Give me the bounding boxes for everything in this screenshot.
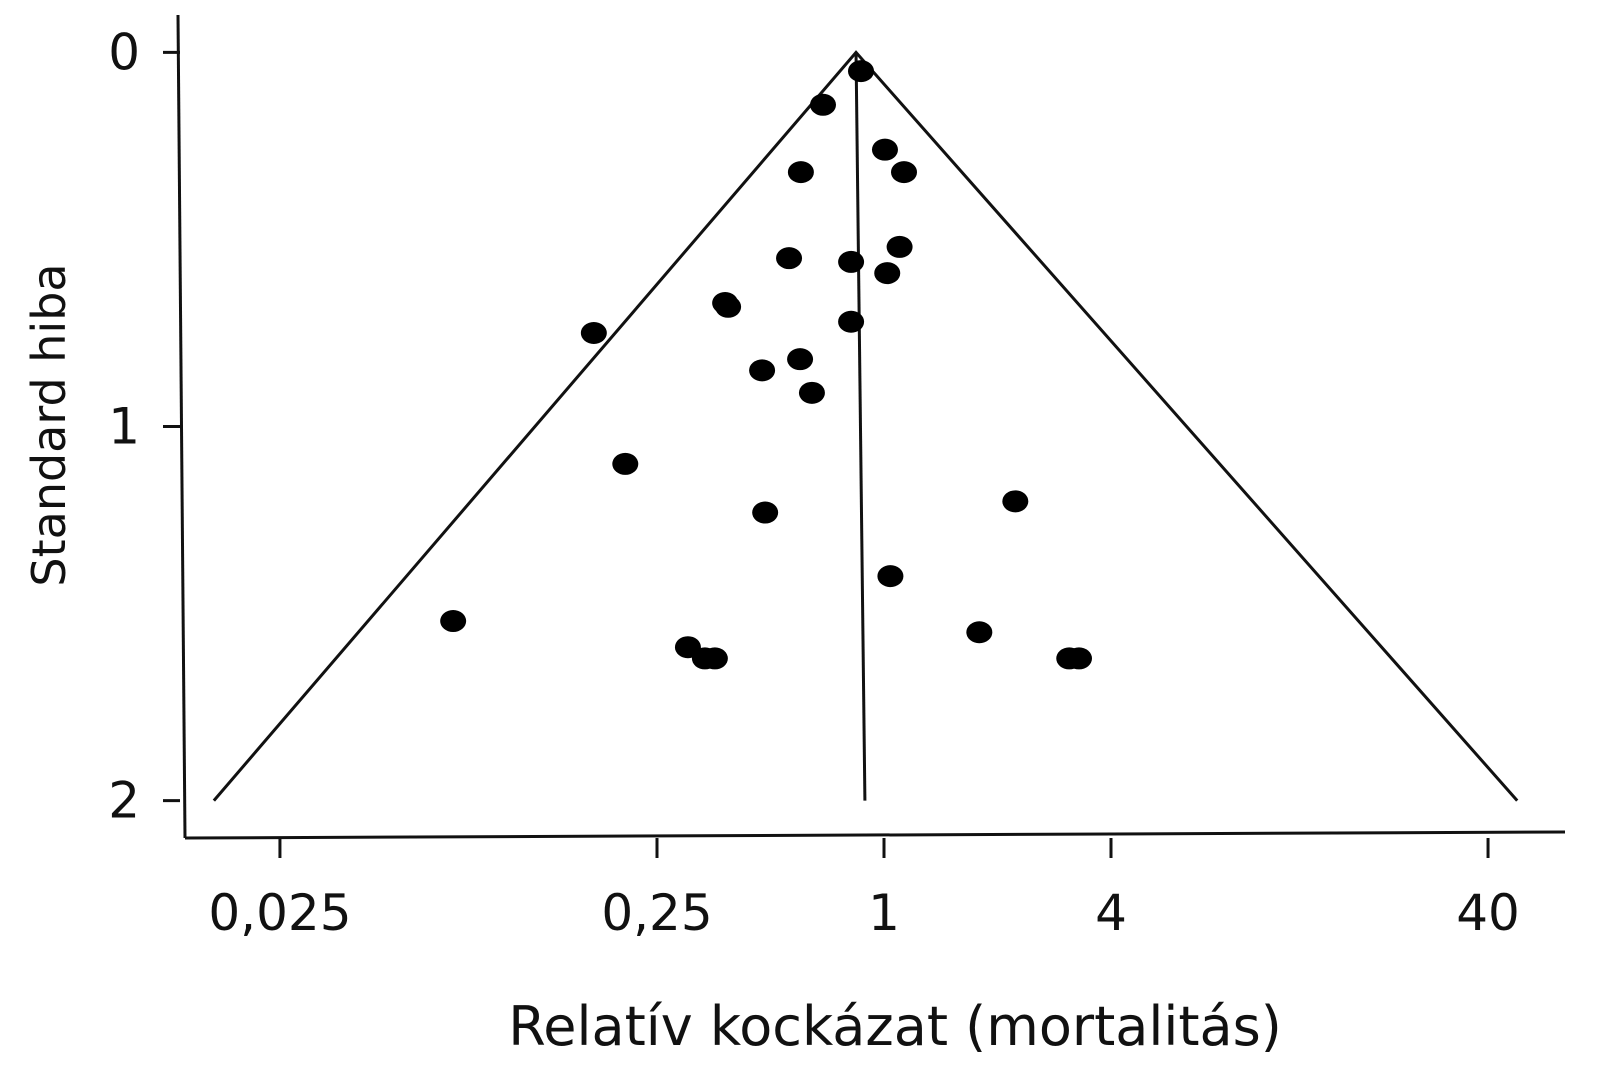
funnel-line: [212, 50, 1519, 802]
study-point: [612, 452, 639, 475]
x-axis: [184, 830, 1566, 840]
x-tick-label: 1: [868, 884, 900, 942]
x-tick-label: 0,25: [601, 884, 712, 942]
study-point: [749, 359, 776, 382]
study-point: [701, 647, 728, 670]
study-point: [715, 295, 742, 318]
study-point: [440, 610, 467, 633]
y-tick-label: 1: [108, 398, 140, 456]
x-tick-label: 4: [1095, 884, 1127, 942]
study-point: [838, 250, 865, 273]
y-tick-label: 2: [108, 772, 140, 830]
study-point: [874, 262, 901, 285]
study-point: [877, 565, 904, 588]
x-tick-label: 40: [1456, 884, 1520, 942]
funnel-line: [854, 52, 867, 801]
x-axis-label: Relatív kockázat (mortalitás): [508, 995, 1282, 1058]
study-point: [847, 60, 874, 83]
study-point: [787, 161, 814, 184]
x-tick-label: 0,025: [208, 884, 351, 942]
y-axis-label: Standard hiba: [22, 263, 76, 586]
study-point: [787, 348, 814, 371]
study-point: [580, 321, 607, 344]
study-point: [871, 138, 898, 161]
study-point: [1002, 490, 1029, 513]
study-point: [809, 93, 836, 116]
y-axis: [176, 14, 187, 839]
y-tick-label: 0: [108, 23, 140, 81]
study-point: [1065, 647, 1092, 670]
study-point: [752, 501, 779, 524]
study-point: [838, 310, 865, 333]
study-point: [891, 161, 918, 184]
study-point: [886, 235, 913, 258]
study-point: [776, 247, 803, 270]
study-point: [798, 381, 825, 404]
study-point: [966, 621, 993, 644]
